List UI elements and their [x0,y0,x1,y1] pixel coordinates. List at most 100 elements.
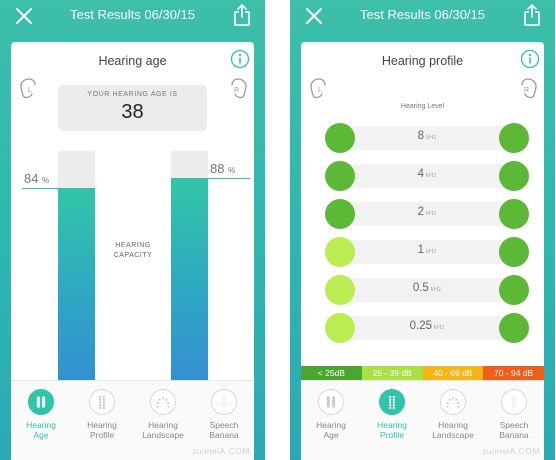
nav-item-hearing-profile[interactable]: Hearing Profile [72,389,132,440]
profile-row-track [339,240,515,264]
nav-label-line: Profile [89,430,115,440]
top-bar: Test Results 06/30/15 [290,0,555,34]
right-percent-value: 88 [210,161,225,176]
nav-item-speech-banana[interactable]: Speech Banana [194,389,254,440]
profile-row-track [339,278,515,302]
legend-item: 25 - 39 dB [361,366,423,380]
ear-right-label: R [234,87,239,94]
profile-row: 8 kHz [325,123,529,153]
info-icon[interactable] [230,49,250,69]
close-icon[interactable] [304,6,324,26]
left-ear-level-dot [325,161,355,191]
frequency-label: 0.25 kHz [325,320,529,332]
hearing-profile-card: Hearing profile L R Hearing Level 8 kHz 4 k… [301,42,544,460]
profile-row: 0.25 kHz [325,313,529,343]
nav-label-line: Hearing [316,420,346,430]
db-legend: < 25dB 25 - 39 dB 40 - 69 dB 70 - 94 dB [301,366,544,380]
hearing-landscape-icon [440,389,466,415]
nav-label-line: Hearing [26,420,56,430]
left-percent-value: 84 [24,171,39,186]
nav-label: Speech Banana [194,420,254,440]
profile-row-track [339,164,515,188]
watermark: zuimeiA.COM [482,446,540,456]
right-capacity-bar [171,151,208,380]
frequency-value: 8 [417,130,425,142]
frequency-value: 1 [417,244,425,256]
nav-label-line: Hearing [148,420,178,430]
close-icon[interactable] [14,6,34,26]
nav-label-line: Age [33,430,49,440]
left-ear-level-dot [325,313,355,343]
left-capacity-fill [58,188,95,380]
nav-label-line: Hearing [377,420,407,430]
nav-item-speech-banana[interactable]: Speech Banana [484,389,544,440]
share-icon[interactable] [523,4,541,26]
frequency-unit: kHz [430,287,442,293]
nav-label-line: Banana [209,430,239,440]
left-capacity-bar [58,151,95,380]
hearing-age-screen: Test Results 06/30/15 Hearing age L R YO… [0,0,265,460]
hearing-age-label: YOUR HEARING AGE IS [87,91,178,98]
right-percent: 88 % [210,161,235,176]
ear-left-icon: L [20,78,36,99]
frequency-unit: kHz [426,173,437,179]
nav-label-line: Landscape [142,430,184,440]
hearing-age-box: YOUR HEARING AGE IS 38 [58,85,207,131]
share-icon[interactable] [233,4,251,26]
nav-label: Hearing Landscape [423,420,483,440]
frequency-unit: kHz [426,135,437,141]
nav-item-hearing-landscape[interactable]: Hearing Landscape [423,389,483,440]
speech-banana-icon [501,389,527,415]
nav-item-hearing-landscape[interactable]: Hearing Landscape [133,389,193,440]
profile-row: 2 kHz [325,199,529,229]
profile-row-track [339,202,515,226]
hearing-age-icon [318,389,344,415]
hearing-age-value: 38 [121,101,144,123]
screen-title: Test Results 06/30/15 [359,7,486,22]
right-ear-level-dot [499,237,529,267]
nav-label-line: Profile [379,430,405,440]
frequency-value: 4 [417,168,425,180]
nav-label-line: Banana [499,430,529,440]
right-ear-level-dot [499,199,529,229]
bottom-nav: Hearing Age Hearing Profile Hearing Landscape… [11,380,254,460]
right-ear-level-dot [499,123,529,153]
nav-label: Speech Banana [484,420,544,440]
frequency-value: 0.25 [409,320,433,332]
screen-title: Test Results 06/30/15 [69,7,196,22]
profile-row: 4 kHz [325,161,529,191]
top-bar: Test Results 06/30/15 [0,0,265,34]
legend-item: < 25dB [301,366,362,380]
nav-item-hearing-profile[interactable]: Hearing Profile [362,389,422,440]
frequency-label: 8 kHz [325,130,529,142]
hearing-landscape-icon [150,389,176,415]
left-ear-level-dot [325,123,355,153]
hearing-profile-icon [379,389,405,415]
card-title: Hearing age [98,54,167,68]
ear-left-label: L [318,87,322,94]
right-ear-level-dot [499,313,529,343]
right-percent-unit: % [228,166,236,175]
nav-label-line: Hearing [438,420,468,430]
frequency-value: 2 [417,206,425,218]
ear-right-icon: R [521,78,537,99]
left-ear-level-dot [325,237,355,267]
frequency-label: 1 kHz [325,244,529,256]
right-ear-level-dot [499,161,529,191]
nav-label: Hearing Profile [72,420,132,440]
nav-label: Hearing Age [301,420,361,440]
profile-row: 1 kHz [325,237,529,267]
frequency-label: 2 kHz [325,206,529,218]
nav-label: Hearing Landscape [133,420,193,440]
nav-item-hearing-age[interactable]: Hearing Age [301,389,361,440]
info-icon[interactable] [520,49,540,69]
hearing-level-title: Hearing Level [400,103,445,110]
left-percent-unit: % [42,176,50,185]
left-ear-level-dot [325,275,355,305]
legend-item: 70 - 94 dB [483,366,544,380]
legend-item: 40 - 69 dB [422,366,484,380]
nav-item-hearing-age[interactable]: Hearing Age [11,389,71,440]
ear-right-icon: R [231,78,247,99]
frequency-unit: kHz [434,325,445,331]
ear-right-label: R [524,87,529,94]
